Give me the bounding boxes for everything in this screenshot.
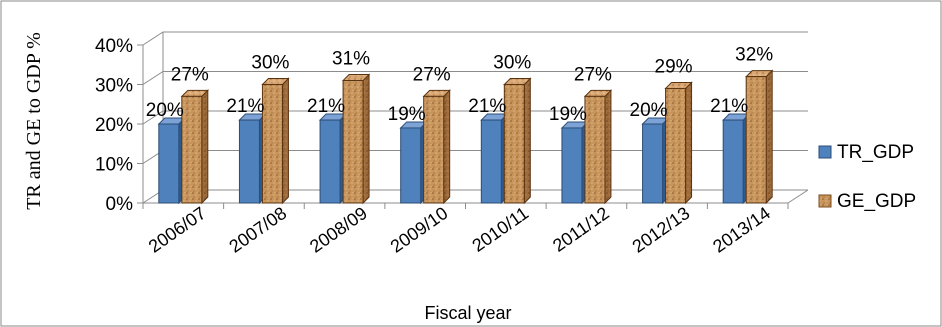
bar-ge-gdp-side xyxy=(685,81,693,205)
bar-ge-gdp-front xyxy=(503,84,525,204)
bar-ge-gdp-front xyxy=(342,80,364,204)
bar-ge-gdp-front xyxy=(261,84,283,204)
data-label-tr-gdp: 20% xyxy=(630,100,668,121)
bar-ge-gdp xyxy=(583,89,613,205)
data-label-tr-gdp: 21% xyxy=(307,96,345,117)
legend-label-ge-gdp: GE_GDP xyxy=(837,191,916,212)
bar-ge-gdp-side xyxy=(604,89,612,205)
bar-ge-gdp xyxy=(422,89,451,205)
bar-ge-gdp-front xyxy=(745,76,767,204)
bar-ge-gdp-side xyxy=(523,77,531,205)
bar-tr-gdp xyxy=(399,120,428,205)
data-label-tr-gdp: 19% xyxy=(549,104,587,125)
bar-ge-gdp-side xyxy=(362,73,370,205)
bar-tr-gdp-front xyxy=(561,127,583,204)
bar-tr-gdp-front xyxy=(722,119,744,204)
bar-tr-gdp xyxy=(480,112,509,205)
bar-ge-gdp xyxy=(341,73,371,205)
y-tick-label: 10% xyxy=(95,155,133,176)
bar-ge-gdp-front xyxy=(665,87,687,204)
bar-ge-gdp-front xyxy=(423,95,445,204)
data-label-tr-gdp: 21% xyxy=(226,96,264,117)
bar-tr-gdp-front xyxy=(480,119,502,204)
data-label-tr-gdp: 21% xyxy=(710,96,748,117)
data-label-ge-gdp: 31% xyxy=(332,49,370,70)
bar-ge-gdp xyxy=(261,77,290,205)
data-label-ge-gdp: 30% xyxy=(493,53,531,74)
bar-tr-gdp xyxy=(560,120,590,205)
bar-tr-gdp xyxy=(238,112,267,205)
data-label-tr-gdp: 19% xyxy=(388,104,426,125)
bar-tr-gdp-front xyxy=(642,123,664,204)
bar-ge-gdp-side xyxy=(765,69,773,205)
data-label-ge-gdp: 27% xyxy=(574,64,612,85)
floor-right-edge xyxy=(787,189,809,204)
data-label-tr-gdp: 20% xyxy=(146,100,184,121)
bar-tr-gdp xyxy=(721,112,751,205)
bar-tr-gdp xyxy=(157,116,187,205)
data-label-ge-gdp: 32% xyxy=(735,45,773,66)
data-label-tr-gdp: 21% xyxy=(468,96,506,117)
legend-swatch-ge-gdp xyxy=(818,194,832,208)
bar-ge-gdp-front xyxy=(181,95,203,204)
bar-tr-gdp-front xyxy=(238,119,260,204)
y-tick-label: 0% xyxy=(106,194,134,215)
bar-ge-gdp xyxy=(180,89,210,205)
data-label-ge-gdp: 29% xyxy=(655,56,693,77)
bar-ge-gdp-side xyxy=(443,89,451,205)
data-label-ge-gdp: 27% xyxy=(171,64,209,85)
legend-swatch-tr-gdp xyxy=(818,145,832,159)
y-tick-label: 30% xyxy=(95,76,133,97)
bar-ge-gdp xyxy=(664,81,693,205)
data-label-ge-gdp: 30% xyxy=(251,53,289,74)
bar-tr-gdp xyxy=(641,116,670,205)
bar-tr-gdp-front xyxy=(158,123,180,204)
data-label-ge-gdp: 27% xyxy=(413,64,451,85)
y-tick-label: 40% xyxy=(95,36,133,57)
x-axis-title: Fiscal year xyxy=(424,303,511,323)
bar-tr-gdp xyxy=(318,112,348,205)
bar-ge-gdp-front xyxy=(584,95,606,204)
bar-ge-gdp xyxy=(503,77,532,205)
y-tick-label: 20% xyxy=(95,115,133,136)
bar-ge-gdp xyxy=(744,69,774,205)
bar-tr-gdp-front xyxy=(400,127,422,204)
y-axis-title: TR and GE to GDP % xyxy=(23,32,45,210)
bars-layer xyxy=(157,69,774,205)
bar-tr-gdp-front xyxy=(319,119,341,204)
legend-label-tr-gdp: TR_GDP xyxy=(837,142,914,163)
bar-ge-gdp-side xyxy=(201,89,209,205)
bar-ge-gdp-side xyxy=(281,77,289,205)
legend: TR_GDP GE_GDP xyxy=(818,142,916,212)
